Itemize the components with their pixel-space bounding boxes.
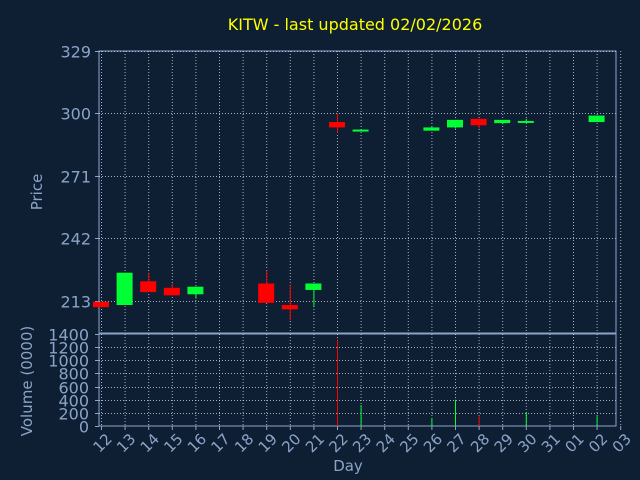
- x-tick-label: 03: [609, 430, 635, 456]
- x-tick-label: 17: [208, 430, 234, 456]
- x-tick-label: 02: [585, 430, 611, 456]
- candle-body: [470, 118, 487, 126]
- price-tick-label: 300: [60, 105, 91, 124]
- x-tick-label: 29: [491, 430, 517, 456]
- x-tick-label: 15: [160, 430, 186, 456]
- x-tick-label: 25: [396, 430, 422, 456]
- candle-body: [187, 286, 204, 295]
- x-tick-label: 13: [113, 430, 139, 456]
- x-tick-label: 01: [562, 430, 588, 456]
- candle-body: [517, 120, 534, 123]
- price-tick-label: 271: [60, 168, 91, 187]
- volume-tick-label: 0: [79, 418, 89, 437]
- volume-frame: [98, 333, 617, 427]
- x-tick-label: 28: [467, 430, 493, 456]
- candle-body: [588, 115, 605, 123]
- x-tick-label: 23: [349, 430, 375, 456]
- volume-tick-label: 1000: [48, 352, 89, 371]
- x-tick-label: 31: [538, 430, 564, 456]
- candle-body: [423, 127, 440, 131]
- volume-tick-label: 800: [58, 365, 89, 384]
- x-tick-label: 26: [420, 430, 446, 456]
- candle-body: [447, 119, 463, 128]
- candle-body: [352, 129, 369, 132]
- x-tick-label: 19: [255, 430, 281, 456]
- x-tick-label: 16: [184, 430, 210, 456]
- x-axis-label: Day: [333, 457, 363, 475]
- x-tick-label: 30: [514, 430, 540, 456]
- candle-body: [116, 272, 133, 306]
- price-tick-label: 242: [60, 230, 91, 249]
- price-tick-label: 213: [60, 293, 91, 312]
- price-tick-label: 329: [60, 43, 91, 62]
- candle-body: [140, 281, 157, 293]
- chart-title: KITW - last updated 02/02/2026: [228, 15, 483, 34]
- x-tick-label: 20: [278, 430, 304, 456]
- volume-tick-label: 1200: [48, 339, 89, 358]
- x-tick-label: 12: [90, 430, 116, 456]
- x-tick-label: 21: [302, 430, 328, 456]
- volume-tick-label: 1400: [48, 326, 89, 345]
- volume-tick-label: 200: [58, 405, 89, 424]
- candle-body: [329, 122, 345, 128]
- candle-body: [163, 287, 180, 296]
- x-tick-label: 24: [373, 430, 399, 456]
- candle-body: [258, 283, 275, 303]
- volume-tick-label: 600: [58, 379, 89, 398]
- candle-body: [494, 119, 511, 124]
- candle-body: [93, 301, 109, 308]
- volume-tick-label: 400: [58, 392, 89, 411]
- price-panel: 213 242 271 300 329: [60, 43, 622, 334]
- x-tick-label: 27: [444, 430, 470, 456]
- x-tick-label: 14: [137, 430, 163, 456]
- volume-axis-label: Volume (0000): [18, 326, 36, 436]
- candle-body: [305, 283, 322, 290]
- x-tick-label: 22: [326, 430, 352, 456]
- candle-body: [281, 305, 298, 310]
- x-tick-label: 18: [231, 430, 257, 456]
- price-axis-label: Price: [28, 174, 46, 211]
